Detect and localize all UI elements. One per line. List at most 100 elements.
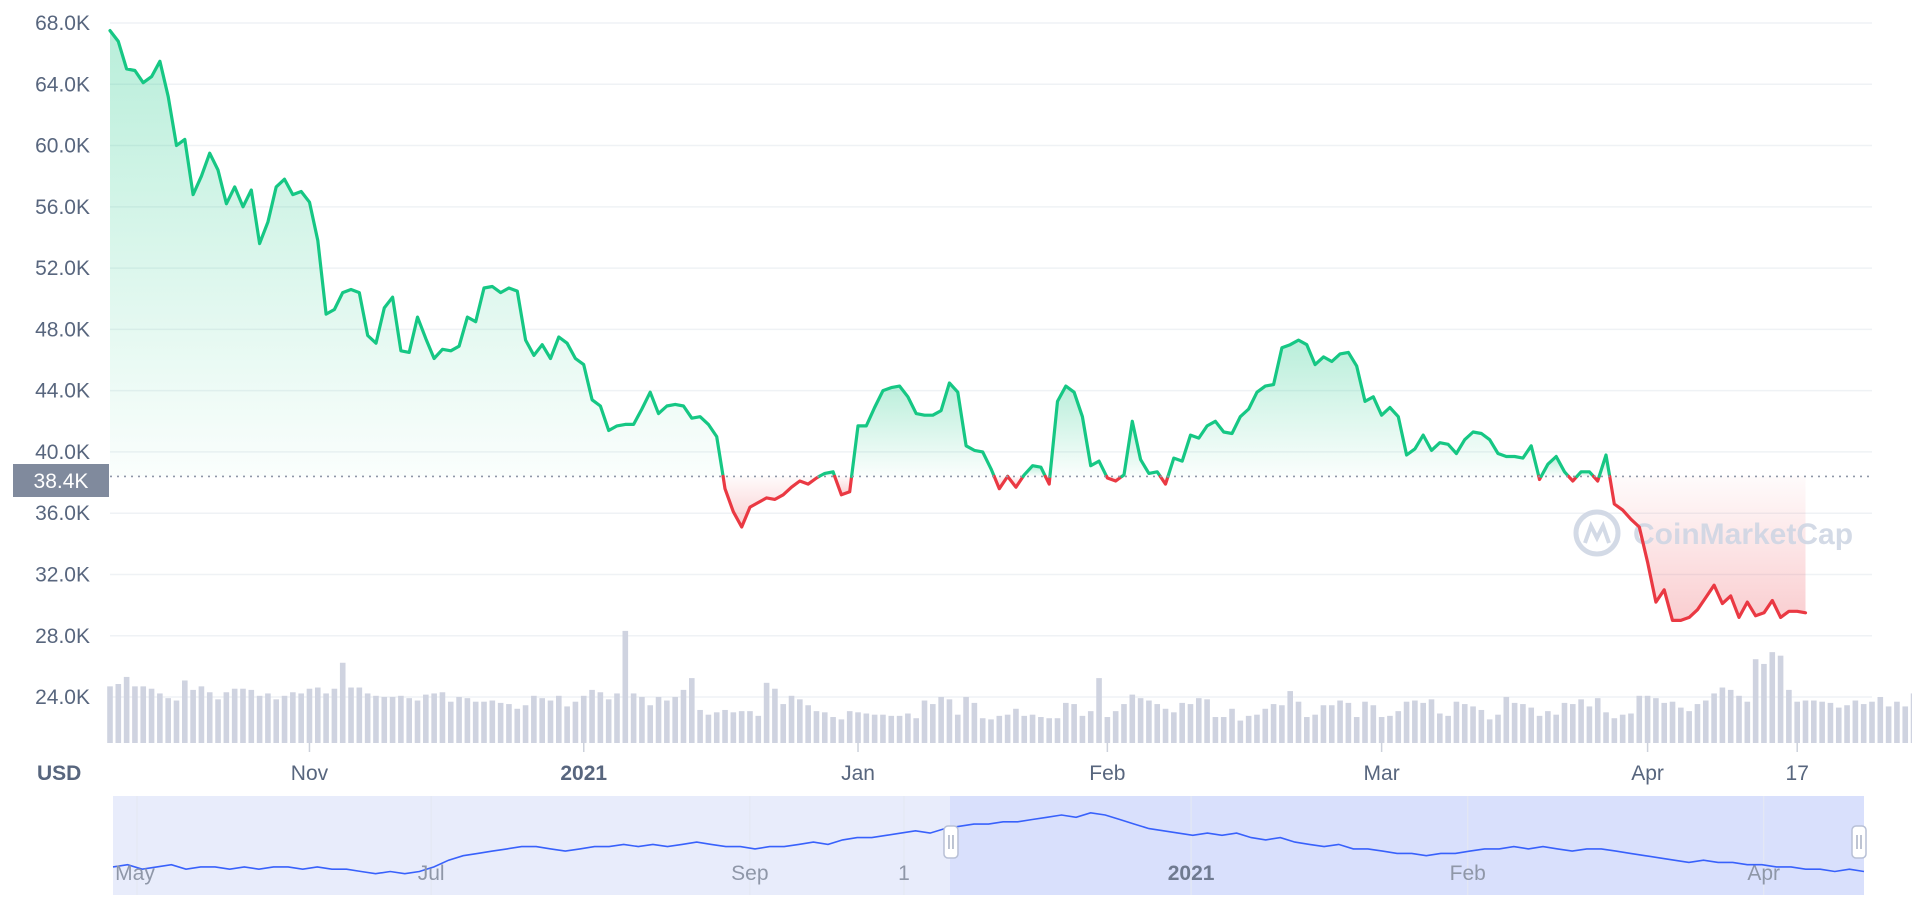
volume-bar — [1353, 717, 1360, 743]
volume-bar — [1187, 704, 1194, 743]
volume-bar — [1869, 701, 1875, 743]
volume-bar — [190, 689, 196, 743]
volume-bar — [198, 686, 205, 743]
volume-bar — [1121, 704, 1127, 743]
x-tick-label: 17 — [1786, 762, 1809, 785]
volume-bar — [1378, 717, 1385, 743]
volume-bar — [414, 700, 421, 743]
volume-bar — [1445, 715, 1451, 743]
navigator-label: Jul — [418, 862, 445, 885]
volume-bar — [639, 696, 645, 743]
volume-bar — [730, 712, 737, 743]
volume-bar — [314, 687, 321, 743]
volume-bar — [514, 708, 521, 743]
volume-bar — [1403, 701, 1410, 743]
volume-bar — [979, 718, 986, 743]
volume-bar — [431, 693, 437, 743]
volume-bar — [697, 709, 703, 743]
volume-bar — [1752, 659, 1759, 743]
volume-bar — [1520, 704, 1526, 743]
volume-bar — [1021, 715, 1028, 743]
volume-bar — [1287, 691, 1294, 743]
volume-bar — [256, 695, 263, 743]
navigator-handle-right[interactable] — [1851, 825, 1867, 859]
price-line-up — [1539, 454, 1571, 478]
y-tick-label: 28.0K — [35, 625, 90, 648]
price-line-up — [108, 29, 725, 478]
volume-bar — [1669, 701, 1676, 743]
volume-bar — [821, 712, 828, 743]
volume-bar — [838, 719, 845, 743]
volume-bar — [871, 714, 878, 743]
volume-bar — [1711, 693, 1717, 743]
volume-bar — [456, 696, 462, 743]
price-line-down — [1592, 474, 1601, 483]
volume-bar — [1835, 707, 1842, 743]
volume-bar — [1811, 700, 1817, 743]
volume-bar — [1678, 707, 1684, 743]
volume-bar — [1511, 702, 1518, 743]
x-tick-label: Apr — [1631, 762, 1664, 785]
volume-bar — [722, 709, 728, 743]
volume-bar — [1270, 704, 1277, 743]
volume-bar — [290, 692, 296, 743]
volume-bar — [1744, 701, 1751, 743]
volume-bar — [1578, 699, 1584, 743]
navigator-handle-left[interactable] — [943, 825, 959, 859]
volume-bar — [863, 713, 870, 743]
price-line-down — [1567, 474, 1579, 483]
volume-bar — [389, 696, 396, 743]
volume-bar — [1653, 698, 1659, 743]
volume-bar — [913, 718, 919, 743]
volume-bar — [996, 715, 1003, 743]
price-line — [108, 29, 1808, 622]
volume-bar — [298, 693, 304, 743]
volume-bar — [531, 695, 537, 743]
volume-bar — [1312, 714, 1318, 743]
volume-bar — [830, 717, 836, 743]
volume-bar — [988, 719, 994, 743]
navigator-line — [112, 811, 1865, 875]
volume-bar — [1254, 714, 1260, 743]
price-tag-label: 38.4K — [34, 470, 89, 493]
volume-bar — [331, 688, 338, 743]
x-tick-label: Jan — [841, 762, 875, 785]
volume-bar — [813, 711, 820, 743]
y-tick-label: 44.0K — [35, 380, 90, 403]
volume-bar — [589, 689, 595, 743]
y-tick-label: 52.0K — [35, 257, 90, 280]
volume-bar — [772, 688, 778, 743]
volume-bar — [1212, 717, 1219, 743]
volume-bar — [1112, 711, 1119, 743]
volume-bar — [1362, 701, 1368, 743]
volume-bar — [1719, 687, 1726, 743]
volume-bar — [1071, 704, 1077, 743]
volume-bar — [157, 693, 163, 743]
volume-bar — [281, 695, 288, 743]
volume-bar — [597, 692, 604, 743]
volume-bar — [173, 700, 180, 743]
volume-bar — [1561, 702, 1568, 743]
volume-bar — [1345, 702, 1352, 743]
volume-bar — [1594, 698, 1601, 743]
volume-bar — [896, 715, 903, 743]
volume-bar — [1486, 719, 1493, 743]
volume-bar — [447, 701, 454, 743]
navigator-label: Sep — [731, 862, 768, 885]
volume-bar — [1586, 706, 1593, 743]
volume-bar — [1412, 700, 1418, 743]
volume-bar — [464, 698, 471, 743]
volume-bar — [1702, 700, 1709, 743]
price-line-down — [1043, 474, 1052, 486]
price-line-down — [1608, 474, 1808, 622]
volume-bar — [1761, 663, 1767, 743]
x-tick-label: 2021 — [560, 762, 607, 785]
volume-bar — [788, 695, 795, 743]
range-navigator[interactable]: May Jul Sep 1 2021 Feb Apr — [112, 796, 1867, 895]
volume-bar — [1220, 717, 1227, 743]
volume-bar — [1794, 701, 1800, 743]
volume-bar — [1461, 704, 1468, 743]
y-tick-label: 56.0K — [35, 196, 90, 219]
